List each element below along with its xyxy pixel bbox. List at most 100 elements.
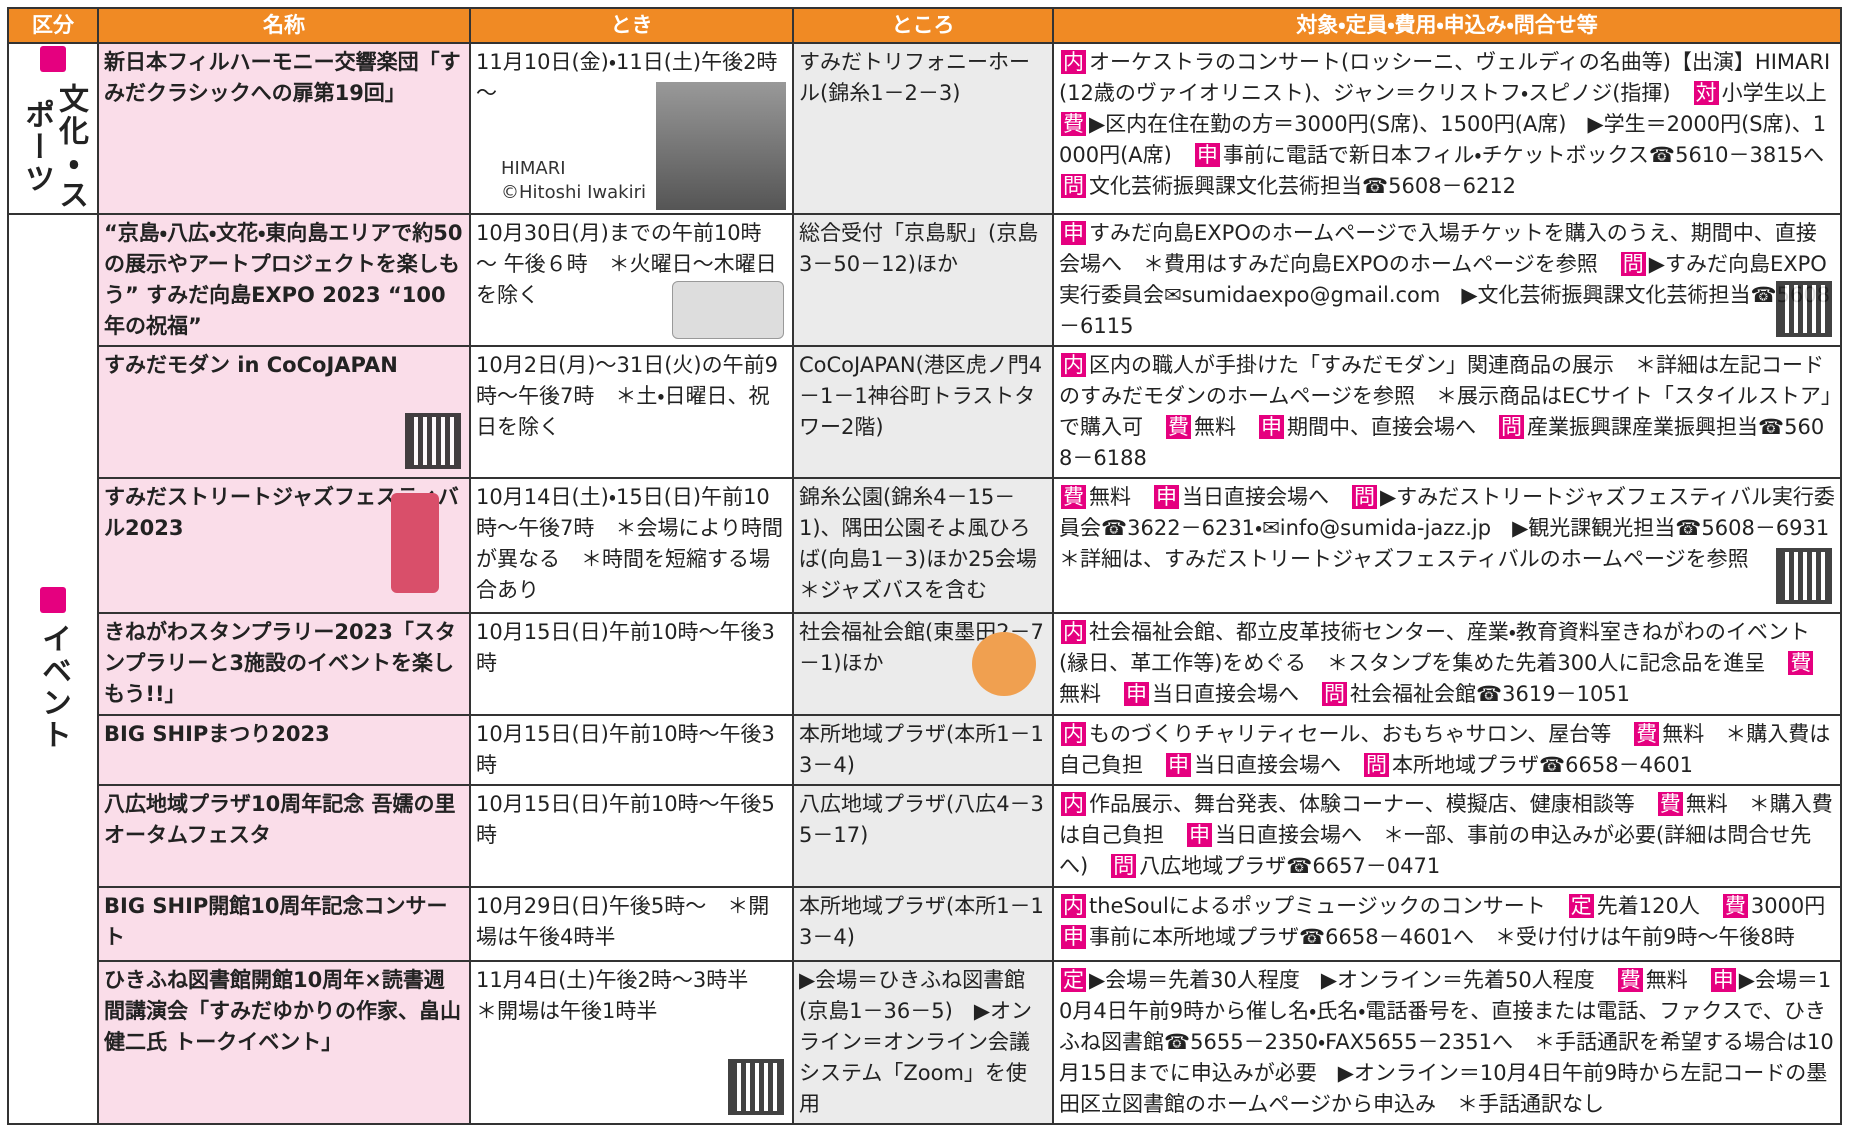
detail-text: 当日直接会場へ ＊一部、事前の申込みが必要(詳細は問合せ先へ) xyxy=(1059,823,1812,878)
category-wrap: 文化・スポーツ xyxy=(10,45,96,212)
event-where-text: 総合受付「京島駅」(京島3－50－12)ほか xyxy=(799,221,1039,276)
detail-tag: 申 xyxy=(1187,823,1212,847)
detail-text: 3000円 xyxy=(1750,894,1826,918)
detail-tag: 費 xyxy=(1657,792,1683,816)
column-header: ところ xyxy=(792,7,1054,44)
event-row: BIG SHIPまつり2023 10月15日(日)午前10時～午後3時 本所地域プラ… xyxy=(8,714,1842,786)
category-label: 文化・スポーツ xyxy=(19,82,88,211)
detail-tag: 費 xyxy=(1166,415,1191,439)
event-where-text: CoCoJAPAN(港区虎ノ門4－1－1神谷町トラストタワー2階) xyxy=(799,353,1043,439)
detail-tag: 内 xyxy=(1061,792,1086,816)
detail-text: 区内の職人が手掛けた「すみだモダン」関連商品の展示 ＊詳細は左記コードのすみだモ… xyxy=(1059,353,1832,439)
event-row: きねがわスタンプラリー2023「スタンプラリーと3施設のイベントを楽しもう!!」… xyxy=(8,612,1842,716)
detail-tag: 申 xyxy=(1259,415,1284,439)
detail-tag: 内 xyxy=(1061,894,1086,918)
detail-tag: 問 xyxy=(1364,753,1389,777)
detail-tag: 申 xyxy=(1061,925,1086,949)
category-icon xyxy=(40,587,66,613)
event-where: 社会福祉会館(東墨田2－7－1)ほか xyxy=(792,612,1054,716)
event-details: 内 theSoulによるポップミュージックのコンサート 定先着120人 費 3000… xyxy=(1052,886,1842,962)
sax-illustration xyxy=(391,493,439,593)
detail-text: ▶すみだストリートジャズフェスティバル実行委員会☎3622－6231・✉info… xyxy=(1059,485,1839,571)
column-header: 区分 xyxy=(7,7,99,44)
detail-text: 八広地域プラザ☎6657－0471 xyxy=(1139,854,1441,878)
category-cell: イベント xyxy=(7,213,99,1125)
detail-tag: 申 xyxy=(1194,143,1220,167)
qr-code xyxy=(1776,548,1832,604)
event-where: 本所地域プラザ(本所1－13－4) xyxy=(792,714,1054,786)
detail-tag: 問 xyxy=(1061,174,1086,198)
event-name-text: 新日本フィルハーモニー交響楽団「すみだクラシックへの扉第19回」 xyxy=(104,50,461,105)
event-name: 八広地域プラザ10周年記念 吾嬬の里オータムフェスタ xyxy=(97,784,471,888)
event-where: すみだトリフォニーホール(錦糸1－2－3) xyxy=(792,42,1054,215)
expo-image xyxy=(672,281,784,339)
detail-tag: 費 xyxy=(1722,894,1748,918)
column-header: 名称 xyxy=(97,7,471,44)
detail-tag: 問 xyxy=(1352,485,1377,509)
category-label: イベント xyxy=(36,623,71,751)
event-row: すみだストリートジャズフェスティバル2023 10月14日(土)・15日(日)午前… xyxy=(8,477,1842,614)
event-where-text: 本所地域プラザ(本所1－13－4) xyxy=(799,894,1044,949)
event-where: 本所地域プラザ(本所1－13－4) xyxy=(792,886,1054,962)
event-where-text: すみだトリフォニーホール(錦糸1－2－3) xyxy=(799,50,1030,105)
detail-text: 社会福祉会館、都立皮革技術センター、産業・教育資料室きねがわのイベント(縁日、革… xyxy=(1059,620,1810,675)
event-row: 八広地域プラザ10周年記念 吾嬬の里オータムフェスタ 10月15日(日)午前10時… xyxy=(8,784,1842,888)
column-header: 対象・定員・費用・申込み・問合せ等 xyxy=(1052,7,1842,44)
event-row: ひきふね図書館開館10周年×読書週間講演会「すみだゆかりの作家、畠山健二氏 トー… xyxy=(8,960,1842,1125)
event-when: 10月14日(土)・15日(日)午前10時～午後7時 ＊会場により時間が異なる … xyxy=(469,477,794,614)
detail-text: 無料 xyxy=(1645,968,1688,992)
detail-text: 事前に電話で新日本フィル・チケットボックス☎5610－3815へ xyxy=(1222,143,1824,167)
photo xyxy=(656,82,786,210)
detail-text: 無料 xyxy=(1059,682,1101,706)
detail-tag: 内 xyxy=(1061,722,1086,746)
detail-tag: 費 xyxy=(1788,651,1814,675)
event-when: 10月15日(日)午前10時～午後3時 xyxy=(469,612,794,716)
category-cell: 文化・スポーツ xyxy=(7,42,99,215)
event-name: “京島・八広・文花・東向島エリアで約50の展示やアートプロジェクトを楽しもう” … xyxy=(97,213,471,347)
event-when-text: 10月29日(日)午後5時～ ＊開場は午後4時半 xyxy=(476,894,770,949)
stamp-illustration xyxy=(972,632,1036,696)
detail-text: 作品展示、舞台発表、体験コーナー、模擬店、健康相談等 xyxy=(1089,792,1635,816)
detail-text: 先着120人 xyxy=(1596,894,1700,918)
detail-text: 無料 ＊購入費は自己負担 xyxy=(1059,722,1831,777)
event-where: CoCoJAPAN(港区虎ノ門4－1－1神谷町トラストタワー2階) xyxy=(792,345,1054,479)
detail-text: 無料 ＊購入費は自己負担 xyxy=(1059,792,1833,847)
event-details: 費無料 申当日直接会場へ 問 ▶すみだストリートジャズフェスティバル実行委員会☎3… xyxy=(1052,477,1842,614)
table-body: 文化・スポーツ 新日本フィルハーモニー交響楽団「すみだクラシックへの扉第19回」 1… xyxy=(7,42,1842,1125)
events-table: 区分 名称 とき ところ 対象・定員・費用・申込み・問合せ等 文化・スポーツ 新日本フィル… xyxy=(7,7,1842,1125)
event-where-text: ▶会場＝ひきふね図書館(京島1－36－5) ▶オンライン＝オンライン会議システム… xyxy=(799,968,1032,1116)
event-where: 錦糸公園(錦糸4－15－1)、隅田公園そよ風ひろば(向島1－3)ほか25会場 ＊… xyxy=(792,477,1054,614)
event-name: BIG SHIP開館10周年記念コンサート xyxy=(97,886,471,962)
event-when-text: 11月4日(土)午後2時～3時半 ＊開場は午後1時半 xyxy=(476,968,770,1023)
detail-text: ▶区内在住在勤の方＝3000円(S席)、1500円(A席) ▶学生＝2000円(… xyxy=(1059,112,1827,167)
detail-text: 事前に本所地域プラザ☎6658－4601へ ＊受け付けは午前9時～午後8時 xyxy=(1089,925,1795,949)
event-name: ひきふね図書館開館10周年×読書週間講演会「すみだゆかりの作家、畠山健二氏 トー… xyxy=(97,960,471,1125)
event-details: 内社会福祉会館、都立皮革技術センター、産業・教育資料室きねがわのイベント(縁日、… xyxy=(1052,612,1842,716)
event-when: 10月2日(月)～31日(火)の午前9時～午後7時 ＊土・日曜日、祝日を除く xyxy=(469,345,794,479)
event-when: 10月15日(日)午前10時～午後3時 xyxy=(469,714,794,786)
detail-text: 無料 xyxy=(1089,485,1131,509)
detail-tag: 費 xyxy=(1061,485,1086,509)
event-details: 内オーケストラのコンサート(ロッシーニ、ヴェルディの名曲等)【出演】HIMARI… xyxy=(1052,42,1842,215)
detail-tag: 問 xyxy=(1499,415,1524,439)
event-row: 文化・スポーツ 新日本フィルハーモニー交響楽団「すみだクラシックへの扉第19回」 1… xyxy=(7,42,1842,215)
event-when-text: 10月30日(月)までの午前10時 ～ 午後６時 ＊火曜日～木曜日を除く xyxy=(476,221,777,307)
event-name-text: BIG SHIPまつり2023 xyxy=(104,722,330,746)
detail-tag: 費 xyxy=(1061,112,1086,136)
event-row: イベント “京島・八広・文花・東向島エリアで約50の展示やアートプロジェクトを楽し… xyxy=(7,213,1842,1125)
event-where: 総合受付「京島駅」(京島3－50－12)ほか xyxy=(792,213,1054,347)
detail-tag: 問 xyxy=(1111,854,1137,878)
event-name-text: きねがわスタンプラリー2023「スタンプラリーと3施設のイベントを楽しもう!!」 xyxy=(104,620,456,706)
event-name-text: すみだモダン in CoCoJAPAN xyxy=(104,353,398,377)
event-when-text: 10月2日(月)～31日(火)の午前9時～午後7時 ＊土・日曜日、祝日を除く xyxy=(476,353,778,439)
detail-text: 社会福祉会館☎3619－1051 xyxy=(1350,682,1631,706)
detail-tag: 問 xyxy=(1620,252,1646,276)
event-details: 内ものづくりチャリティセール、おもちゃサロン、屋台等 費無料 ＊購入費は自己負担… xyxy=(1052,714,1842,786)
event-details: 申すみだ向島EXPOのホームページで入場チケットを購入のうえ、期間中、直接会場へ… xyxy=(1052,213,1842,347)
event-name: きねがわスタンプラリー2023「スタンプラリーと3施設のイベントを楽しもう!!」 xyxy=(97,612,471,716)
event-where-text: 錦糸公園(錦糸4－15－1)、隅田公園そよ風ひろば(向島1－3)ほか25会場 ＊… xyxy=(799,485,1051,602)
detail-text: 期間中、直接会場へ xyxy=(1287,415,1476,439)
detail-text: theSoulによるポップミュージックのコンサート xyxy=(1089,894,1546,918)
detail-tag: 定 xyxy=(1568,894,1594,918)
event-where: 八広地域プラザ(八広4－35－17) xyxy=(792,784,1054,888)
